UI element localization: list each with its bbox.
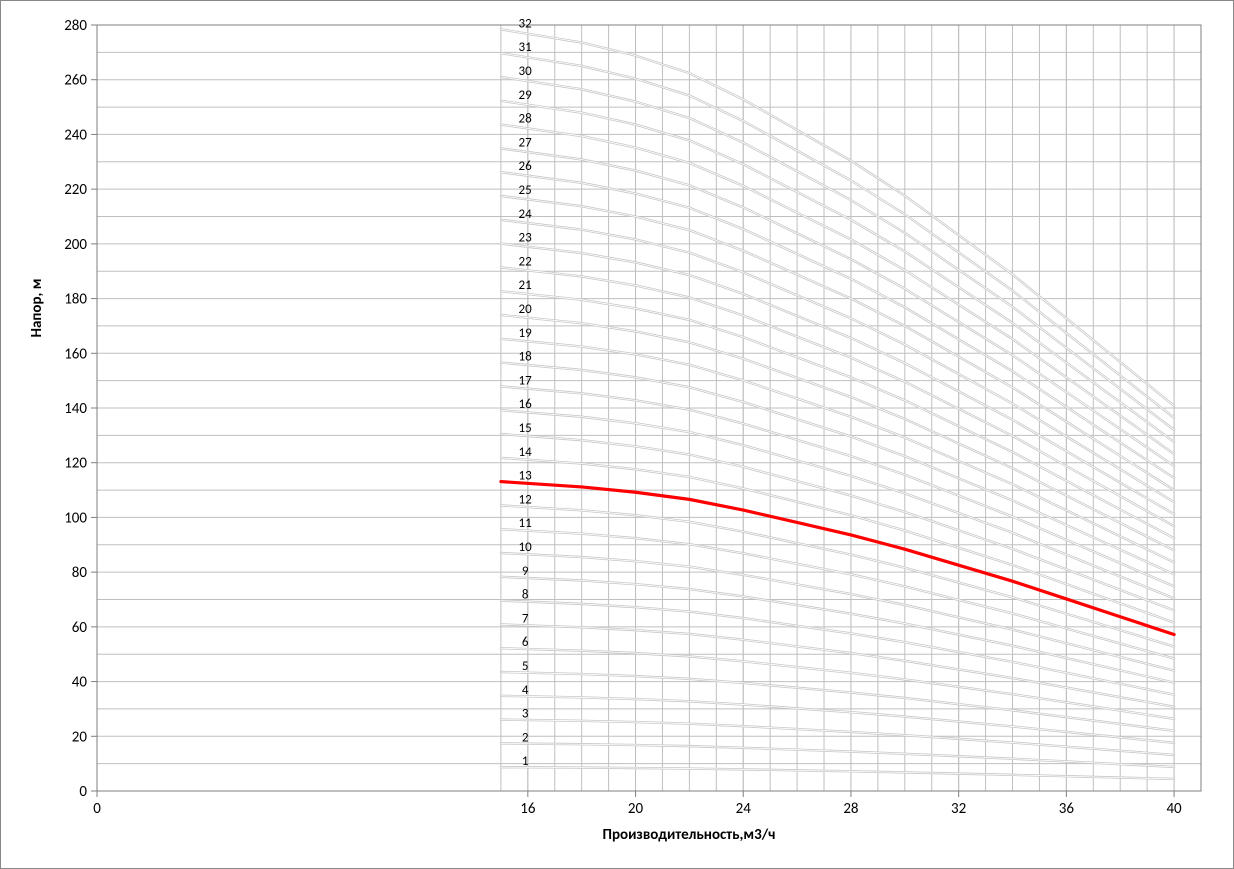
svg-text:20: 20: [628, 800, 644, 818]
series-label: 15: [519, 421, 532, 436]
svg-text:28: 28: [843, 800, 858, 818]
svg-text:16: 16: [520, 800, 536, 818]
series-label: 8: [522, 588, 529, 603]
svg-text:40: 40: [1166, 800, 1182, 818]
series-label: 29: [519, 88, 533, 103]
svg-text:40: 40: [72, 674, 88, 692]
svg-text:240: 240: [64, 126, 87, 144]
series-label: 21: [519, 278, 532, 293]
series-label: 22: [519, 254, 533, 269]
svg-text:280: 280: [64, 17, 87, 35]
series-label: 7: [522, 611, 529, 626]
series-label: 16: [519, 397, 533, 412]
svg-text:36: 36: [1059, 800, 1075, 818]
series-label: 14: [519, 445, 533, 460]
chart-frame: 0162024283236400204060801001201401601802…: [0, 0, 1234, 869]
series-label: 3: [522, 707, 529, 722]
series-label: 26: [519, 159, 533, 174]
series-label: 19: [519, 326, 533, 341]
series-label: 25: [519, 183, 532, 198]
y-axis-label: Напор, м: [28, 279, 46, 338]
svg-text:20: 20: [72, 728, 88, 746]
series-label: 12: [519, 492, 533, 507]
svg-text:100: 100: [64, 509, 87, 527]
series-label: 11: [519, 516, 532, 531]
series-label: 23: [519, 231, 533, 246]
series-label: 30: [519, 64, 533, 79]
x-axis-label: Производительность,м3/ч: [603, 826, 776, 844]
pump-curves-chart: 0162024283236400204060801001201401601802…: [19, 17, 1215, 853]
series-label: 2: [522, 730, 529, 745]
svg-text:80: 80: [72, 564, 88, 582]
series-label: 4: [522, 683, 529, 698]
series-label: 6: [522, 635, 529, 650]
series-label: 13: [519, 469, 533, 484]
series-label: 9: [522, 564, 529, 579]
series-label: 10: [519, 540, 533, 555]
series-label: 27: [519, 135, 533, 150]
svg-text:200: 200: [64, 236, 87, 254]
series-label: 31: [519, 40, 532, 55]
svg-text:32: 32: [951, 800, 966, 818]
series-label: 32: [519, 17, 533, 31]
chart-container: 0162024283236400204060801001201401601802…: [19, 17, 1213, 854]
svg-text:160: 160: [64, 345, 87, 363]
svg-text:260: 260: [64, 72, 87, 90]
svg-text:180: 180: [64, 291, 87, 309]
series-label: 17: [519, 373, 533, 388]
svg-text:0: 0: [79, 783, 87, 801]
svg-text:120: 120: [64, 455, 87, 473]
series-label: 20: [519, 302, 533, 317]
svg-text:0: 0: [93, 800, 101, 818]
series-label: 5: [522, 659, 529, 674]
svg-text:220: 220: [64, 181, 87, 199]
series-label: 18: [519, 350, 533, 365]
series-label: 24: [519, 207, 533, 222]
svg-text:140: 140: [64, 400, 87, 418]
series-label: 28: [519, 112, 533, 127]
svg-text:24: 24: [736, 800, 752, 818]
series-label: 1: [522, 754, 529, 769]
svg-text:60: 60: [72, 619, 88, 637]
